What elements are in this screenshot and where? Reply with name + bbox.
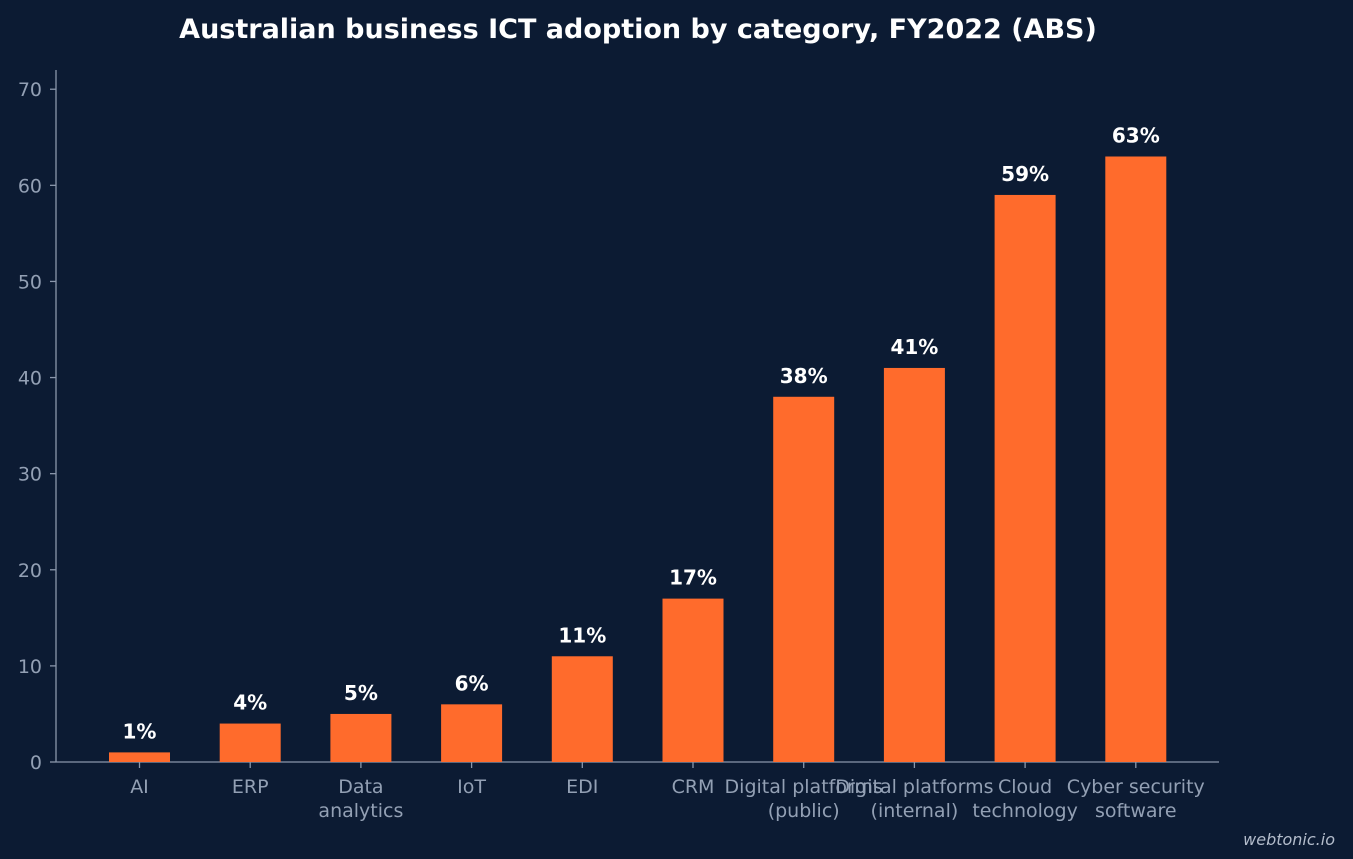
bar [441, 704, 503, 762]
x-tick-label: Cyber security software [1067, 776, 1205, 822]
x-tick-label: Cloud technology [972, 776, 1078, 822]
x-tick-label: CRM [672, 776, 715, 798]
bar [994, 194, 1056, 762]
bar [551, 656, 613, 762]
x-tick-label: AI [130, 776, 149, 798]
bar-value-label: 38% [780, 364, 828, 388]
x-tick-label: EDI [566, 776, 598, 798]
bar-value-label: 4% [233, 691, 267, 715]
y-tick-label: 40 [18, 368, 42, 390]
x-tick-label: Digital platforms (public) [725, 776, 883, 822]
value-labels: 1% 4% 5% 6% 11% 17% 38% 41% 59% 63% [123, 124, 1160, 744]
bar [662, 598, 724, 762]
x-tick-label: Digital platforms (internal) [835, 776, 993, 822]
bar-value-label: 5% [344, 681, 378, 705]
bars [109, 156, 1167, 762]
bar-value-label: 63% [1112, 124, 1160, 148]
x-axis [56, 761, 1219, 768]
bar-value-label: 1% [123, 719, 157, 743]
bar-value-label: 11% [558, 623, 606, 647]
bar [773, 396, 835, 762]
y-tick-label: 0 [30, 752, 42, 774]
watermark: webtonic.io [1243, 830, 1335, 849]
category-labels: AI ERP Data analytics IoT EDI CRM Digital platf… [130, 776, 1205, 822]
bar [219, 723, 281, 762]
y-tick-label: 10 [18, 656, 42, 678]
bar-value-label: 59% [1001, 162, 1049, 186]
y-axis: 0 10 20 30 40 50 60 70 [18, 70, 57, 774]
bar [883, 367, 945, 762]
bar-value-label: 41% [890, 335, 938, 359]
bar [109, 752, 170, 762]
bar [1105, 156, 1167, 762]
y-tick-label: 50 [18, 271, 42, 293]
y-tick-label: 20 [18, 560, 42, 582]
chart-title: Australian business ICT adoption by cate… [179, 14, 1097, 45]
x-tick-label: Data analytics [318, 776, 403, 822]
bar [330, 713, 392, 762]
y-tick-label: 70 [18, 79, 42, 101]
bar-value-label: 6% [455, 671, 489, 695]
x-tick-label: ERP [232, 776, 269, 798]
bar-value-label: 17% [669, 566, 717, 590]
y-tick-label: 60 [18, 175, 42, 197]
x-tick-label: IoT [457, 776, 486, 798]
y-tick-label: 30 [18, 464, 42, 486]
